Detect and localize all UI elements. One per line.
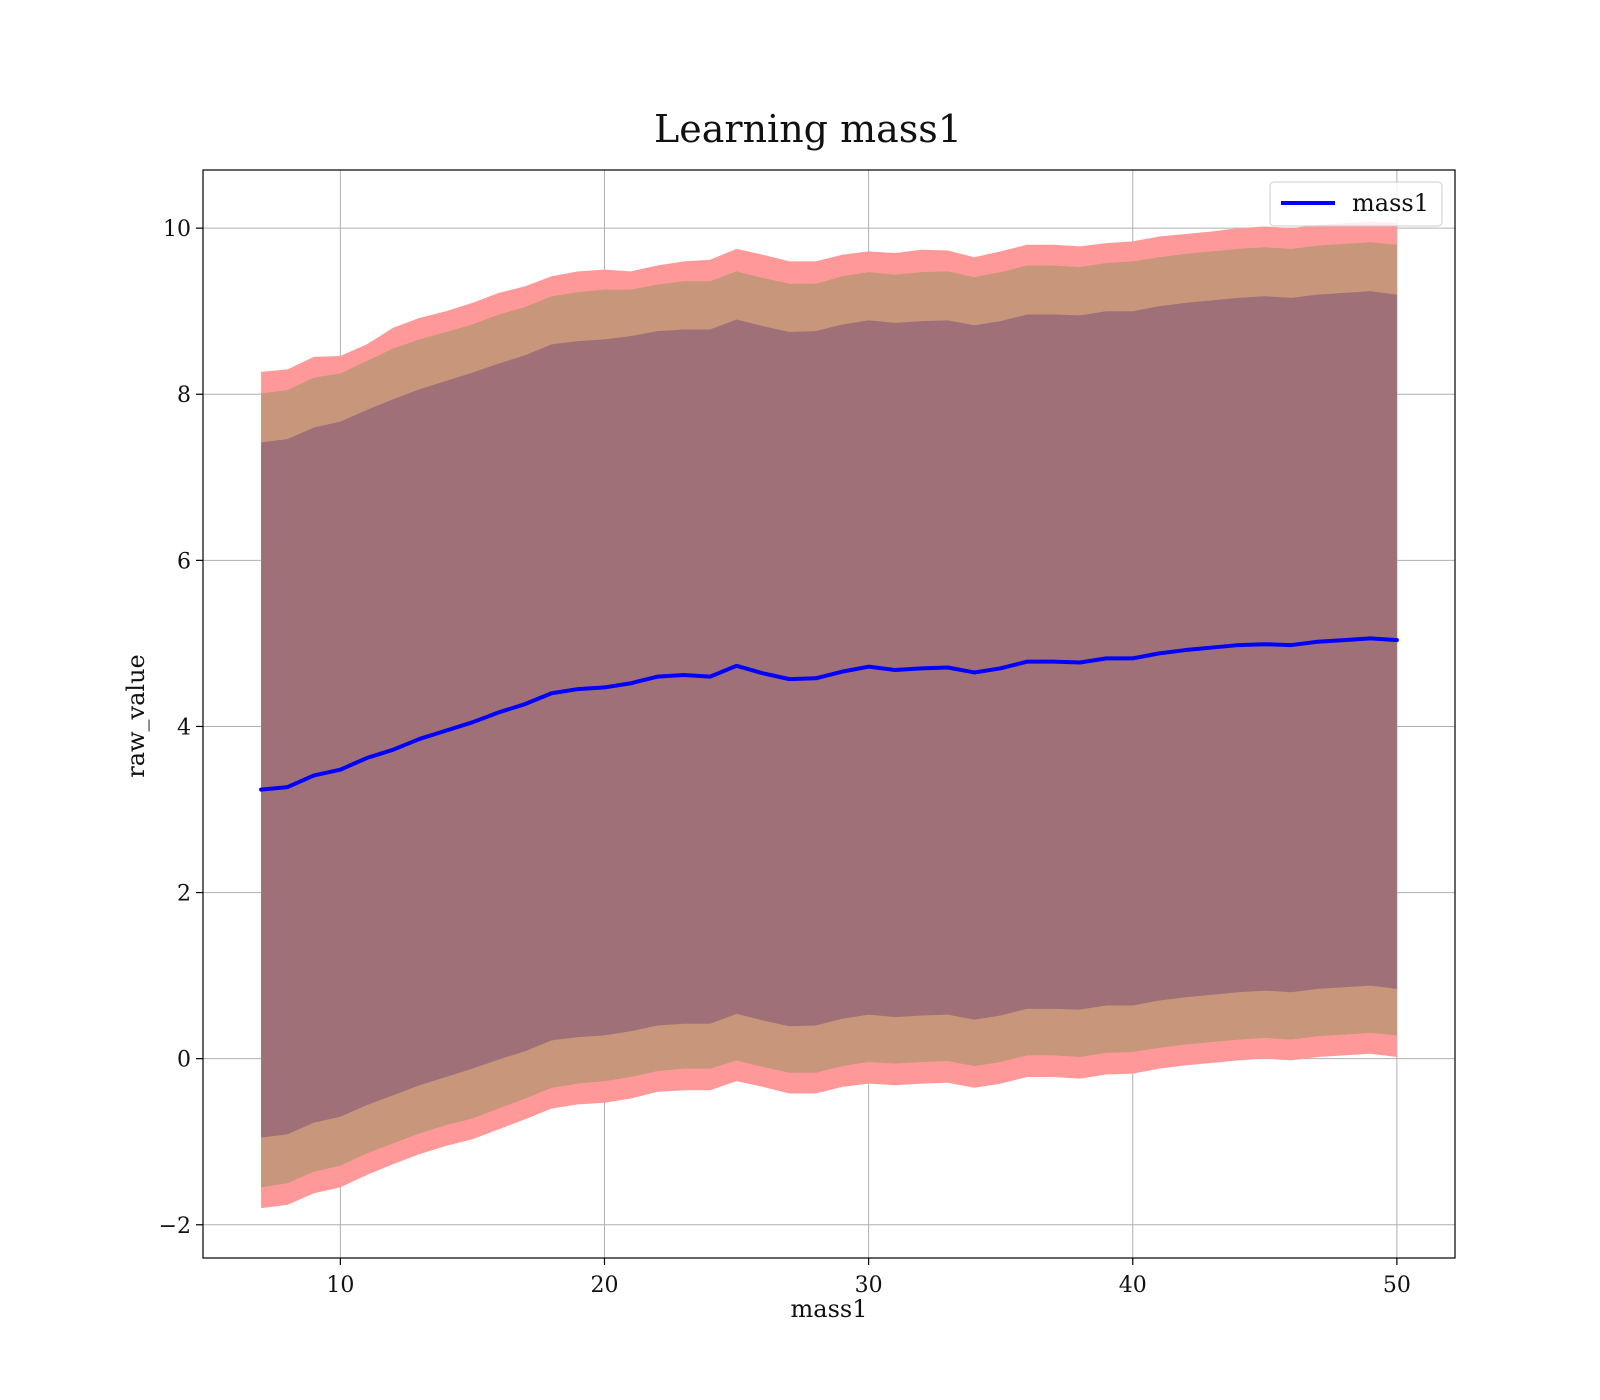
x-tick-label-0: 10	[326, 1273, 354, 1298]
y-tick-label-3: 4	[177, 715, 191, 740]
y-tick-label-2: 2	[177, 882, 191, 907]
legend-box	[1269, 181, 1443, 227]
y-tick-label-0: −2	[159, 1214, 191, 1239]
x-tick-label-2: 30	[855, 1273, 883, 1298]
y-tick-label-1: 0	[177, 1048, 191, 1073]
y-axis-label: raw_value	[122, 654, 150, 778]
y-tick-label-5: 8	[177, 383, 191, 408]
y-tick-label-6: 10	[163, 217, 191, 242]
y-axis-ticks: −2 0 2 4 6 8 10	[159, 217, 203, 1239]
series-line-0	[259, 636, 1399, 792]
x-tick-label-3: 40	[1119, 1273, 1147, 1298]
confidence-bands	[261, 221, 1397, 1209]
series-lines	[259, 636, 1399, 792]
x-tick-label-1: 20	[590, 1273, 618, 1298]
x-axis-label: mass1	[791, 1295, 868, 1323]
plot-frame	[202, 169, 1456, 1259]
band-inner	[261, 291, 1397, 1138]
legend: mass1	[1269, 181, 1443, 227]
x-tick-label-4: 50	[1383, 1273, 1411, 1298]
legend-label-mass1: mass1	[1352, 189, 1429, 217]
x-axis-ticks: 10 20 30 40 50	[326, 1258, 1411, 1298]
y-tick-label-4: 6	[177, 549, 191, 574]
chart-title: Learning mass1	[654, 107, 962, 151]
